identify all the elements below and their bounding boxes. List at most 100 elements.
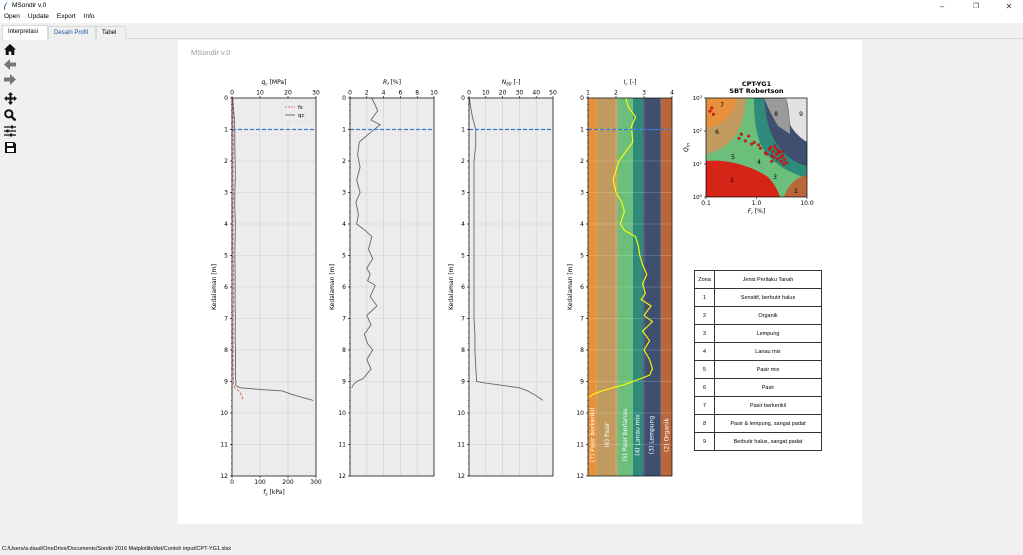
sbt-zone-7: [706, 98, 736, 128]
sbt-data-point: [710, 106, 714, 110]
sbt-data-point: [775, 157, 780, 161]
sbt-y-tick-exponent: 1: [700, 160, 703, 165]
sbt-data-point: [769, 145, 773, 149]
sbt-x-tick-label: 10.0: [800, 200, 814, 207]
zone-description-cell: Berbutir halus, sangat padat: [714, 432, 822, 451]
label-symbol: N: [502, 79, 507, 86]
table-row: 6 Pasir: [694, 378, 822, 397]
x-tick-label: 4: [670, 90, 674, 97]
y-tick-label: 0: [461, 95, 465, 102]
y-tick-label: 9: [342, 379, 346, 386]
minimize-button[interactable]: –: [928, 0, 956, 12]
y-tick-label: 3: [342, 190, 346, 197]
menu-info[interactable]: Info: [83, 13, 95, 20]
x-tick-label-bottom: 300: [310, 479, 322, 486]
y-tick-label: 1: [461, 127, 465, 134]
tab-interpretasi[interactable]: Interpretasi: [2, 25, 48, 40]
y-tick-label: 3: [224, 190, 228, 197]
y-tick-label: 8: [342, 347, 346, 354]
label-unit: [-]: [628, 79, 637, 86]
sbt-data-point: [782, 162, 786, 166]
y-tick-label: 6: [461, 284, 465, 291]
sbt-chart-subtitle: SBT Robertson: [729, 87, 784, 95]
home-button[interactable]: [3, 42, 17, 56]
label-unit: [-]: [512, 79, 521, 86]
depth-panel-1: fs qc: [230, 96, 317, 478]
label-subscript: r: [751, 211, 753, 216]
configure-subplots-button[interactable]: [3, 124, 17, 138]
y-tick-label: 10: [338, 410, 346, 417]
x-tick-label: 20: [499, 90, 507, 97]
sbt-y-axis-label: Qtn: [683, 143, 691, 152]
close-button[interactable]: ✕: [995, 0, 1023, 12]
zone-table: Zona Jenis Perilaku Tanah 1 Sensitif, ber…: [694, 270, 822, 451]
sbt-data-point: [757, 143, 761, 147]
home-icon: [4, 43, 16, 55]
x-tick-label: 20: [284, 90, 292, 97]
label-unit: [MPa]: [268, 79, 287, 86]
sbt-data-point: [708, 109, 712, 113]
maximize-button[interactable]: ❐: [962, 0, 990, 12]
x-tick-label: 1: [586, 90, 590, 97]
zone-number-cell: 7: [694, 396, 715, 415]
menu-export[interactable]: Export: [56, 13, 76, 20]
sbt-y-tick-label: 102: [693, 127, 703, 135]
zone-description-cell: Organik: [714, 306, 822, 325]
sbt-y-tick-base: 10: [693, 129, 700, 135]
label-unit: [%]: [389, 79, 401, 86]
y-tick-label: 9: [580, 379, 584, 386]
sbt-y-tick-exponent: 3: [700, 94, 703, 99]
save-button[interactable]: [3, 140, 17, 154]
tab-desain-profil[interactable]: Desain Profil: [48, 26, 96, 39]
sbt-data-point: [750, 142, 754, 146]
sbt-data-point: [772, 155, 776, 159]
zoom-button[interactable]: [3, 108, 17, 122]
series-line-fs: [232, 97, 244, 401]
sbt-data-point: [765, 152, 769, 156]
y-tick-label: 9: [461, 379, 465, 386]
sbt-zone-9: [786, 98, 807, 142]
y-tick-label: 5: [224, 253, 228, 260]
x-tick-label: 0: [230, 90, 234, 97]
figure-canvas[interactable]: MSondir v.0 fs qc 0 1 2 3 4 5 6 7 8 9 10 11 12 0 10 20 30 q…: [178, 40, 862, 524]
y-tick-label: 9: [224, 379, 228, 386]
zone-number-cell: 9: [694, 432, 715, 451]
series-line-ic: [587, 97, 654, 398]
sbt-data-point: [711, 112, 715, 116]
sbt-data-point: [737, 136, 741, 140]
y-axis-label: Kedalaman [m]: [567, 264, 574, 310]
forward-button[interactable]: [3, 72, 17, 86]
axes-frame: [349, 97, 435, 477]
y-tick-label: 10: [220, 410, 228, 417]
y-tick-label: 8: [461, 347, 465, 354]
x-tick-label: 30: [516, 90, 524, 97]
y-tick-label: 11: [457, 442, 465, 449]
sbt-data-point: [739, 132, 743, 136]
y-tick-label: 0: [224, 95, 228, 102]
menu-update[interactable]: Update: [27, 13, 49, 20]
y-tick-label: 12: [220, 473, 228, 480]
table-row: 8 Pasir & lempung, sangat padat: [694, 414, 822, 433]
legend: fs qc: [281, 100, 314, 122]
x-tick-label: 40: [532, 90, 540, 97]
zone-number-cell: 1: [694, 288, 715, 307]
y-tick-label: 0: [580, 95, 584, 102]
legend-box: [281, 100, 314, 122]
tab-tabel[interactable]: Tabel: [96, 26, 126, 39]
sbt-y-tick-exponent: 0: [700, 193, 703, 198]
sbt-data-point: [781, 154, 785, 158]
sbt-y-tick-base: 10: [693, 96, 700, 102]
ic-zone-label: (2) Organik: [663, 418, 670, 452]
y-tick-label: 7: [461, 316, 465, 323]
sbt-data-point: [747, 134, 751, 138]
sbt-y-tick-exponent: 2: [700, 127, 703, 132]
menu-open[interactable]: Open: [4, 13, 20, 20]
depth-panel-3: [467, 96, 554, 477]
feather-app-icon: [4, 2, 8, 10]
pan-button[interactable]: [3, 91, 17, 105]
save-icon: [4, 141, 16, 153]
zone-table-header: Zona: [694, 270, 715, 289]
back-button[interactable]: [3, 57, 17, 71]
sbt-zones: [706, 98, 807, 197]
depth-panel-4: (7) Pasir berkerikil (6) Pasir (5) Pasir b…: [586, 96, 673, 477]
